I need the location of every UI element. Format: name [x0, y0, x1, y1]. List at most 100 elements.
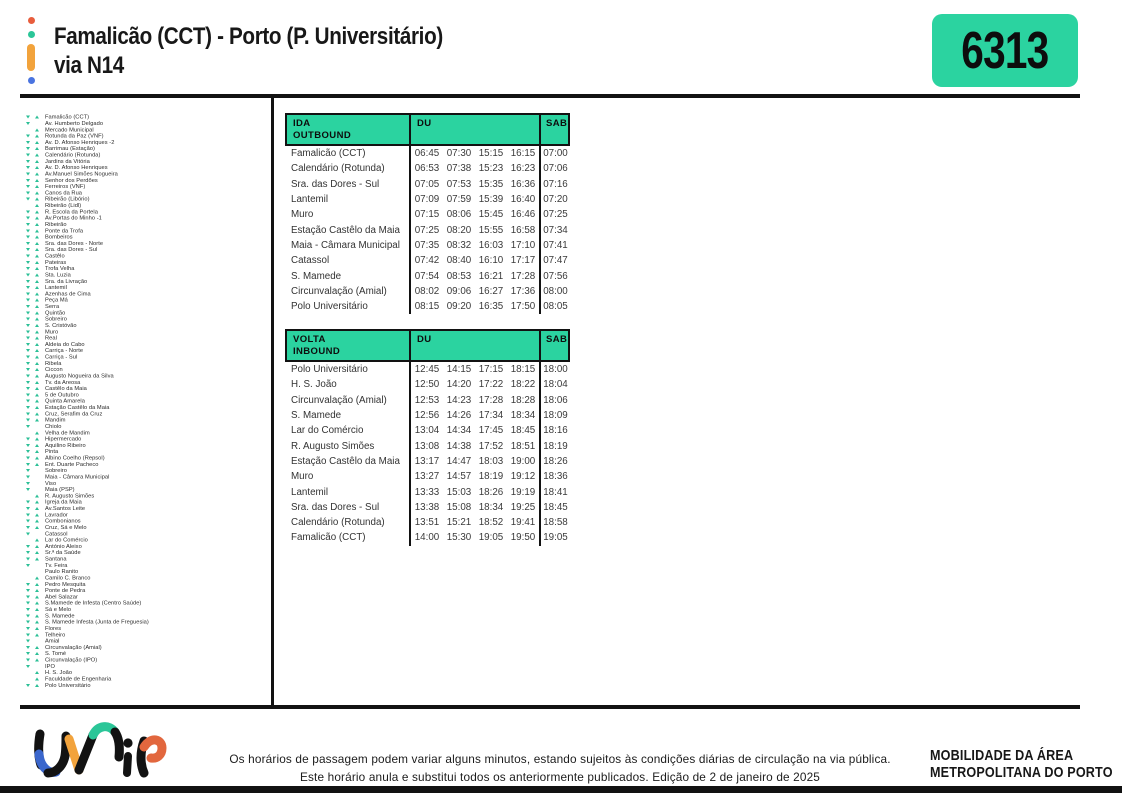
timetable-stop-name: Famalicão (CCT) — [291, 532, 366, 544]
column-divider — [539, 146, 541, 162]
stop-item: Quinta Amarela — [26, 398, 271, 404]
stop-name: S. Mamede Infesta (Junta de Freguesia) — [45, 619, 149, 626]
outbound-direction-icon — [26, 134, 30, 138]
departure-time: 08:20 — [446, 224, 472, 236]
inbound-direction-icon — [35, 412, 39, 416]
stop-item: Viso — [26, 480, 271, 486]
header-rule — [20, 94, 1080, 98]
departure-time: 07:53 — [446, 178, 472, 190]
departure-time: 18:19 — [478, 471, 504, 483]
departure-time: 18:03 — [478, 455, 504, 467]
stop-name: Sra. das Dores - Sul — [45, 246, 98, 253]
stop-item: Abel Salazar — [26, 594, 271, 600]
saturday-time: 18:09 — [543, 410, 568, 422]
departure-time: 19:25 — [510, 501, 536, 513]
outbound-header-title: IDA OUTBOUND — [287, 115, 409, 144]
stop-item: Pedro Mesquita — [26, 581, 271, 587]
timetable-stop-name: Polo Universitário — [291, 301, 368, 313]
stop-item: Amial — [26, 638, 271, 644]
stop-name: Barrimau (Estação) — [45, 145, 95, 152]
weekday-times: 13:51 15:21 18:52 19:41 — [411, 515, 539, 530]
inbound-direction-icon — [35, 216, 39, 220]
inbound-direction-icon — [35, 633, 39, 637]
column-divider — [409, 176, 411, 192]
outbound-direction-icon — [26, 355, 30, 359]
inbound-direction-icon — [35, 172, 39, 176]
outbound-direction-icon — [26, 475, 30, 479]
stop-name: Ferreiros (VNF) — [45, 183, 86, 190]
timetable-row: Calendário (Rotunda) 13:51 15:21 18:52 19:41… — [285, 514, 570, 531]
departure-time: 16:35 — [478, 301, 504, 313]
stops-list: Famalicão (CCT) Av. Humberto Delgado Merca… — [26, 114, 271, 688]
inbound-direction-icon — [35, 538, 39, 542]
stop-item: Av.Santos Leite — [26, 505, 271, 512]
timetable-row: Lantemil 07:09 07:59 15:39 16:40 07:20 — [285, 191, 570, 208]
stop-name: Canos da Rua — [45, 189, 83, 196]
weekday-times: 14:00 15:30 19:05 19:50 — [411, 530, 539, 545]
outbound-direction-icon — [26, 456, 30, 460]
stop-name: Sta. Luzia — [45, 271, 71, 278]
column-divider — [409, 146, 411, 162]
inbound-direction-icon — [35, 342, 39, 346]
inbound-header-title: VOLTA INBOUND — [287, 331, 409, 360]
stop-name: Sobreiro — [45, 467, 67, 474]
stop-item: Serra — [26, 303, 271, 310]
outbound-direction-icon — [26, 210, 30, 214]
timetable-stop-name: Polo Universitário — [291, 364, 368, 376]
outbound-direction-icon — [26, 172, 30, 176]
outbound-timetable: IDA OUTBOUND DU SAB Famalicão (CCT) 06:45… — [285, 113, 570, 315]
inbound-direction-icon — [35, 147, 39, 151]
inbound-direction-icon — [35, 683, 39, 687]
blue-dot-icon — [27, 77, 35, 84]
stop-name: Azenhas de Cima — [45, 290, 91, 297]
outbound-direction-icon — [26, 229, 30, 233]
outbound-direction-icon — [26, 639, 30, 643]
stop-item: Av. D. Afonso Henriques -2 — [26, 139, 271, 145]
departure-time: 15:21 — [446, 517, 472, 529]
stop-item: IPO — [26, 663, 271, 669]
route-title-line2: via N14 — [54, 52, 124, 79]
inbound-direction-icon — [35, 267, 39, 271]
stop-name: Pinta — [45, 448, 59, 455]
inbound-direction-icon — [35, 185, 39, 189]
inbound-direction-icon — [35, 652, 39, 656]
outbound-direction-icon — [26, 191, 30, 195]
weekday-times: 12:50 14:20 17:22 18:22 — [411, 377, 539, 392]
departure-time: 18:34 — [478, 501, 504, 513]
departure-time: 13:51 — [414, 517, 440, 529]
stop-item: Castêlo da Maia — [26, 385, 271, 392]
outbound-direction-icon — [26, 368, 30, 372]
inbound-direction-icon — [35, 671, 39, 675]
column-divider — [539, 423, 541, 439]
brand-line2: METROPOLITANA DO PORTO — [930, 764, 1113, 781]
stop-name: Carriça - Norte — [45, 347, 84, 354]
departure-time: 13:08 — [414, 440, 440, 452]
stop-name: Quintão — [45, 309, 66, 316]
departure-time: 18:52 — [478, 517, 504, 529]
column-divider — [539, 253, 541, 269]
outbound-direction-icon — [26, 311, 30, 315]
stop-name: Faculdade de Engenharia — [45, 675, 112, 682]
inbound-direction-icon — [35, 235, 39, 239]
inbound-direction-icon — [35, 178, 39, 182]
inbound-direction-icon — [35, 210, 39, 214]
column-divider — [539, 362, 541, 378]
stop-name: R. Escola da Portela — [45, 208, 98, 215]
stop-name: Quinta Amarela — [45, 398, 85, 405]
saturday-time: 08:00 — [543, 285, 568, 297]
departure-time: 15:23 — [478, 163, 504, 175]
timetable-row: Circunvalação (Amial) 08:02 09:06 16:27 17:3… — [285, 283, 570, 299]
stop-item: R. Escola da Portela — [26, 209, 271, 215]
inbound-direction-icon — [35, 229, 39, 233]
saturday-time: 19:05 — [543, 532, 568, 544]
column-divider — [539, 469, 541, 485]
timetable-row: Sra. das Dores - Sul 07:05 07:53 15:35 16:36… — [285, 176, 570, 192]
departure-time: 16:21 — [478, 270, 504, 282]
stop-item: Av. D. Afonso Henriques — [26, 165, 271, 171]
departure-time: 09:06 — [446, 285, 472, 297]
outbound-direction-icon — [26, 140, 30, 144]
inbound-direction-icon — [35, 443, 39, 447]
timetable-row: H. S. João 12:50 14:20 17:22 18:22 18:04 — [285, 377, 570, 393]
column-divider — [409, 438, 411, 454]
outbound-direction-icon — [26, 424, 30, 428]
